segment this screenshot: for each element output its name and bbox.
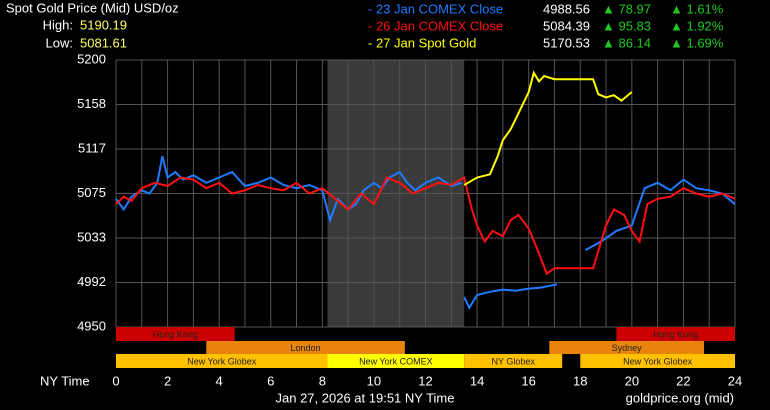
x-tick-label: 18 <box>573 373 587 388</box>
legend-change: ▲ 95.83 <box>602 18 651 33</box>
x-tick-label: 4 <box>216 373 223 388</box>
session-bar <box>206 341 405 354</box>
x-tick-label: 22 <box>676 373 690 388</box>
legend-change-pct: ▲ 1.92% <box>670 18 724 33</box>
x-tick-label: 12 <box>418 373 432 388</box>
legend-close: 4988.56 <box>543 1 590 16</box>
y-tick-label: 5117 <box>78 140 106 155</box>
session-label: London <box>291 343 321 353</box>
y-tick-label: 5158 <box>77 96 106 111</box>
x-tick-label: 0 <box>112 373 119 388</box>
price-line <box>463 70 633 186</box>
session-label: Hong Kong <box>153 329 198 339</box>
x-tick-label: 20 <box>625 373 639 388</box>
x-tick-label: 2 <box>164 373 171 388</box>
legend-change-pct: ▲ 1.61% <box>670 1 724 16</box>
x-tick-label: 24 <box>728 373 742 388</box>
session-bar <box>327 354 465 368</box>
session-bar <box>616 327 735 341</box>
legend-entry: - 27 Jan Spot Gold <box>368 35 476 50</box>
high-label: High: <box>43 17 73 32</box>
price-line <box>584 178 736 251</box>
source: goldprice.org (mid) <box>626 390 734 405</box>
session-label: Sydney <box>612 343 643 353</box>
session-bar <box>116 327 235 341</box>
low-label: Low: <box>46 35 73 50</box>
timestamp: Jan 27, 2026 at 19:51 NY Time <box>276 390 455 405</box>
session-bar <box>464 354 563 368</box>
chart-title: Spot Gold Price (Mid) USD/oz <box>6 0 179 15</box>
x-axis-label: NY Time <box>40 373 90 388</box>
y-tick-label: 5200 <box>77 51 106 66</box>
legend-change: ▲ 78.97 <box>602 1 651 16</box>
session-bar <box>580 354 735 368</box>
low-value: 5081.61 <box>80 35 127 50</box>
x-tick-label: 16 <box>521 373 535 388</box>
y-tick-label: 5033 <box>77 229 106 244</box>
x-tick-label: 6 <box>267 373 274 388</box>
session-bar <box>549 341 705 354</box>
price-line <box>463 283 558 310</box>
session-label: New York Globex <box>623 356 693 366</box>
session-bar <box>116 354 328 368</box>
session-label: NY Globex <box>492 356 536 366</box>
session-label: Hong Kong <box>653 329 698 339</box>
y-tick-label: 4950 <box>77 318 106 333</box>
high-value: 5190.19 <box>80 17 127 32</box>
legend-change-pct: ▲ 1.69% <box>670 35 724 50</box>
x-tick-label: 10 <box>367 373 381 388</box>
y-tick-label: 5075 <box>77 185 106 200</box>
session-label: New York COMEX <box>359 356 433 366</box>
legend-entry: - 26 Jan COMEX Close <box>368 18 503 33</box>
x-tick-label: 8 <box>319 373 326 388</box>
y-tick-label: 4992 <box>77 274 106 289</box>
session-label: New York Globex <box>187 356 257 366</box>
legend-entry: - 23 Jan COMEX Close <box>368 1 503 16</box>
price-line <box>115 175 736 276</box>
legend-change: ▲ 86.14 <box>602 35 651 50</box>
legend-close: 5084.39 <box>543 18 590 33</box>
x-tick-label: 14 <box>470 373 484 388</box>
legend-close: 5170.53 <box>543 35 590 50</box>
